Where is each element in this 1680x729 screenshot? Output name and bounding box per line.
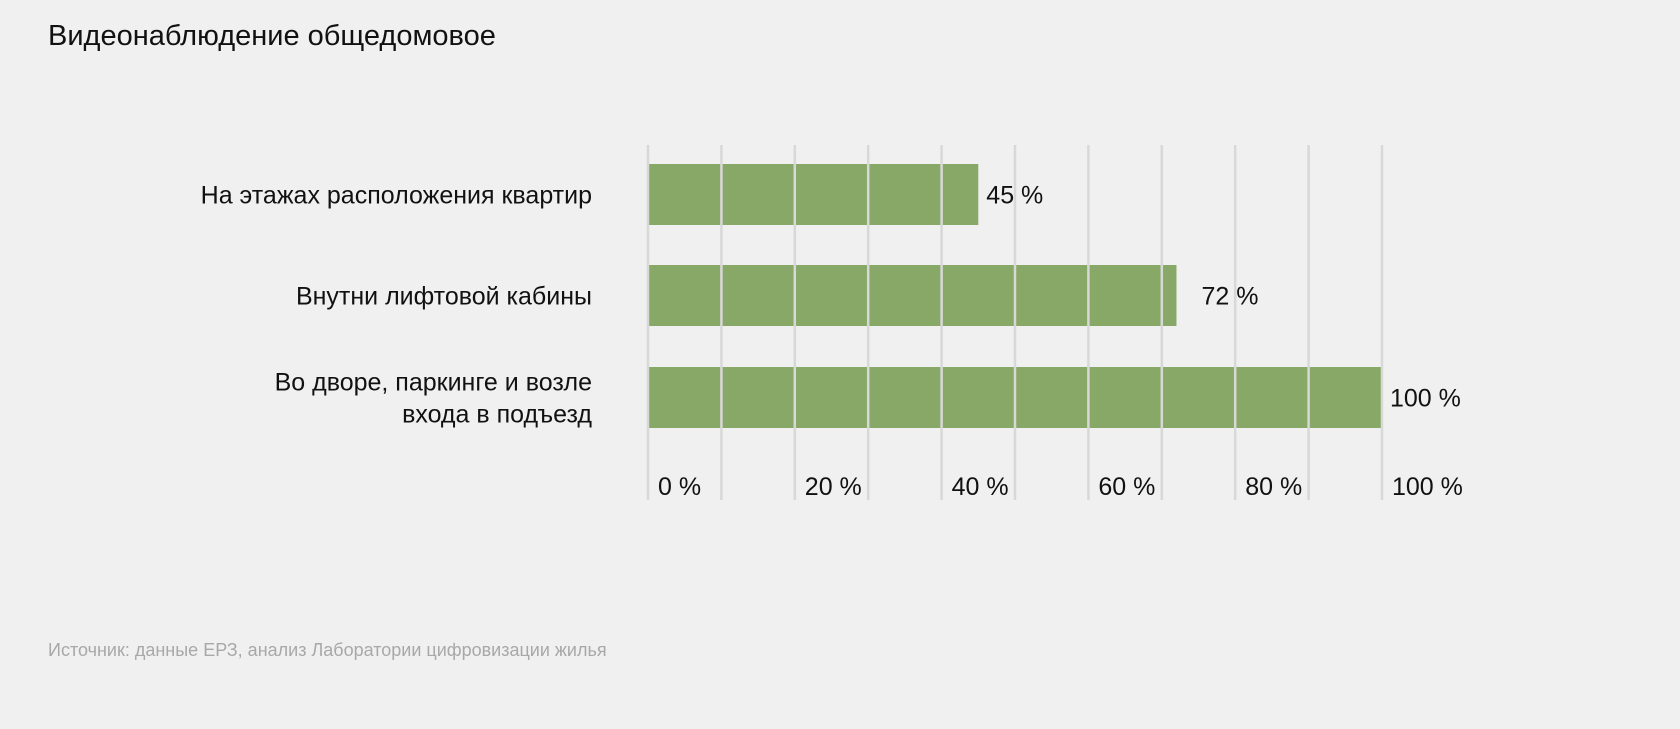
x-tick-label: 40 % bbox=[952, 473, 1009, 501]
category-label: входа в подъезд bbox=[402, 401, 592, 429]
value-label: 45 % bbox=[986, 182, 1043, 210]
value-label: 72 % bbox=[1201, 283, 1258, 311]
source-note: Источник: данные ЕРЗ, анализ Лаборатории… bbox=[48, 640, 607, 660]
bar bbox=[648, 265, 1177, 326]
x-tick-label: 60 % bbox=[1098, 473, 1155, 501]
x-tick-label: 100 % bbox=[1392, 473, 1463, 501]
x-tick-label: 0 % bbox=[658, 473, 701, 501]
bar bbox=[648, 164, 979, 225]
x-tick-label: 80 % bbox=[1245, 473, 1302, 501]
category-label: Внутни лифтовой кабины bbox=[296, 283, 592, 311]
value-label: 100 % bbox=[1390, 385, 1461, 413]
chart-title: Видеонаблюдение общедомовое bbox=[48, 20, 496, 52]
category-label: На этажах расположения квартир bbox=[201, 182, 592, 210]
x-tick-label: 20 % bbox=[805, 473, 862, 501]
category-label: Во дворе, паркинге и возле bbox=[275, 369, 592, 397]
